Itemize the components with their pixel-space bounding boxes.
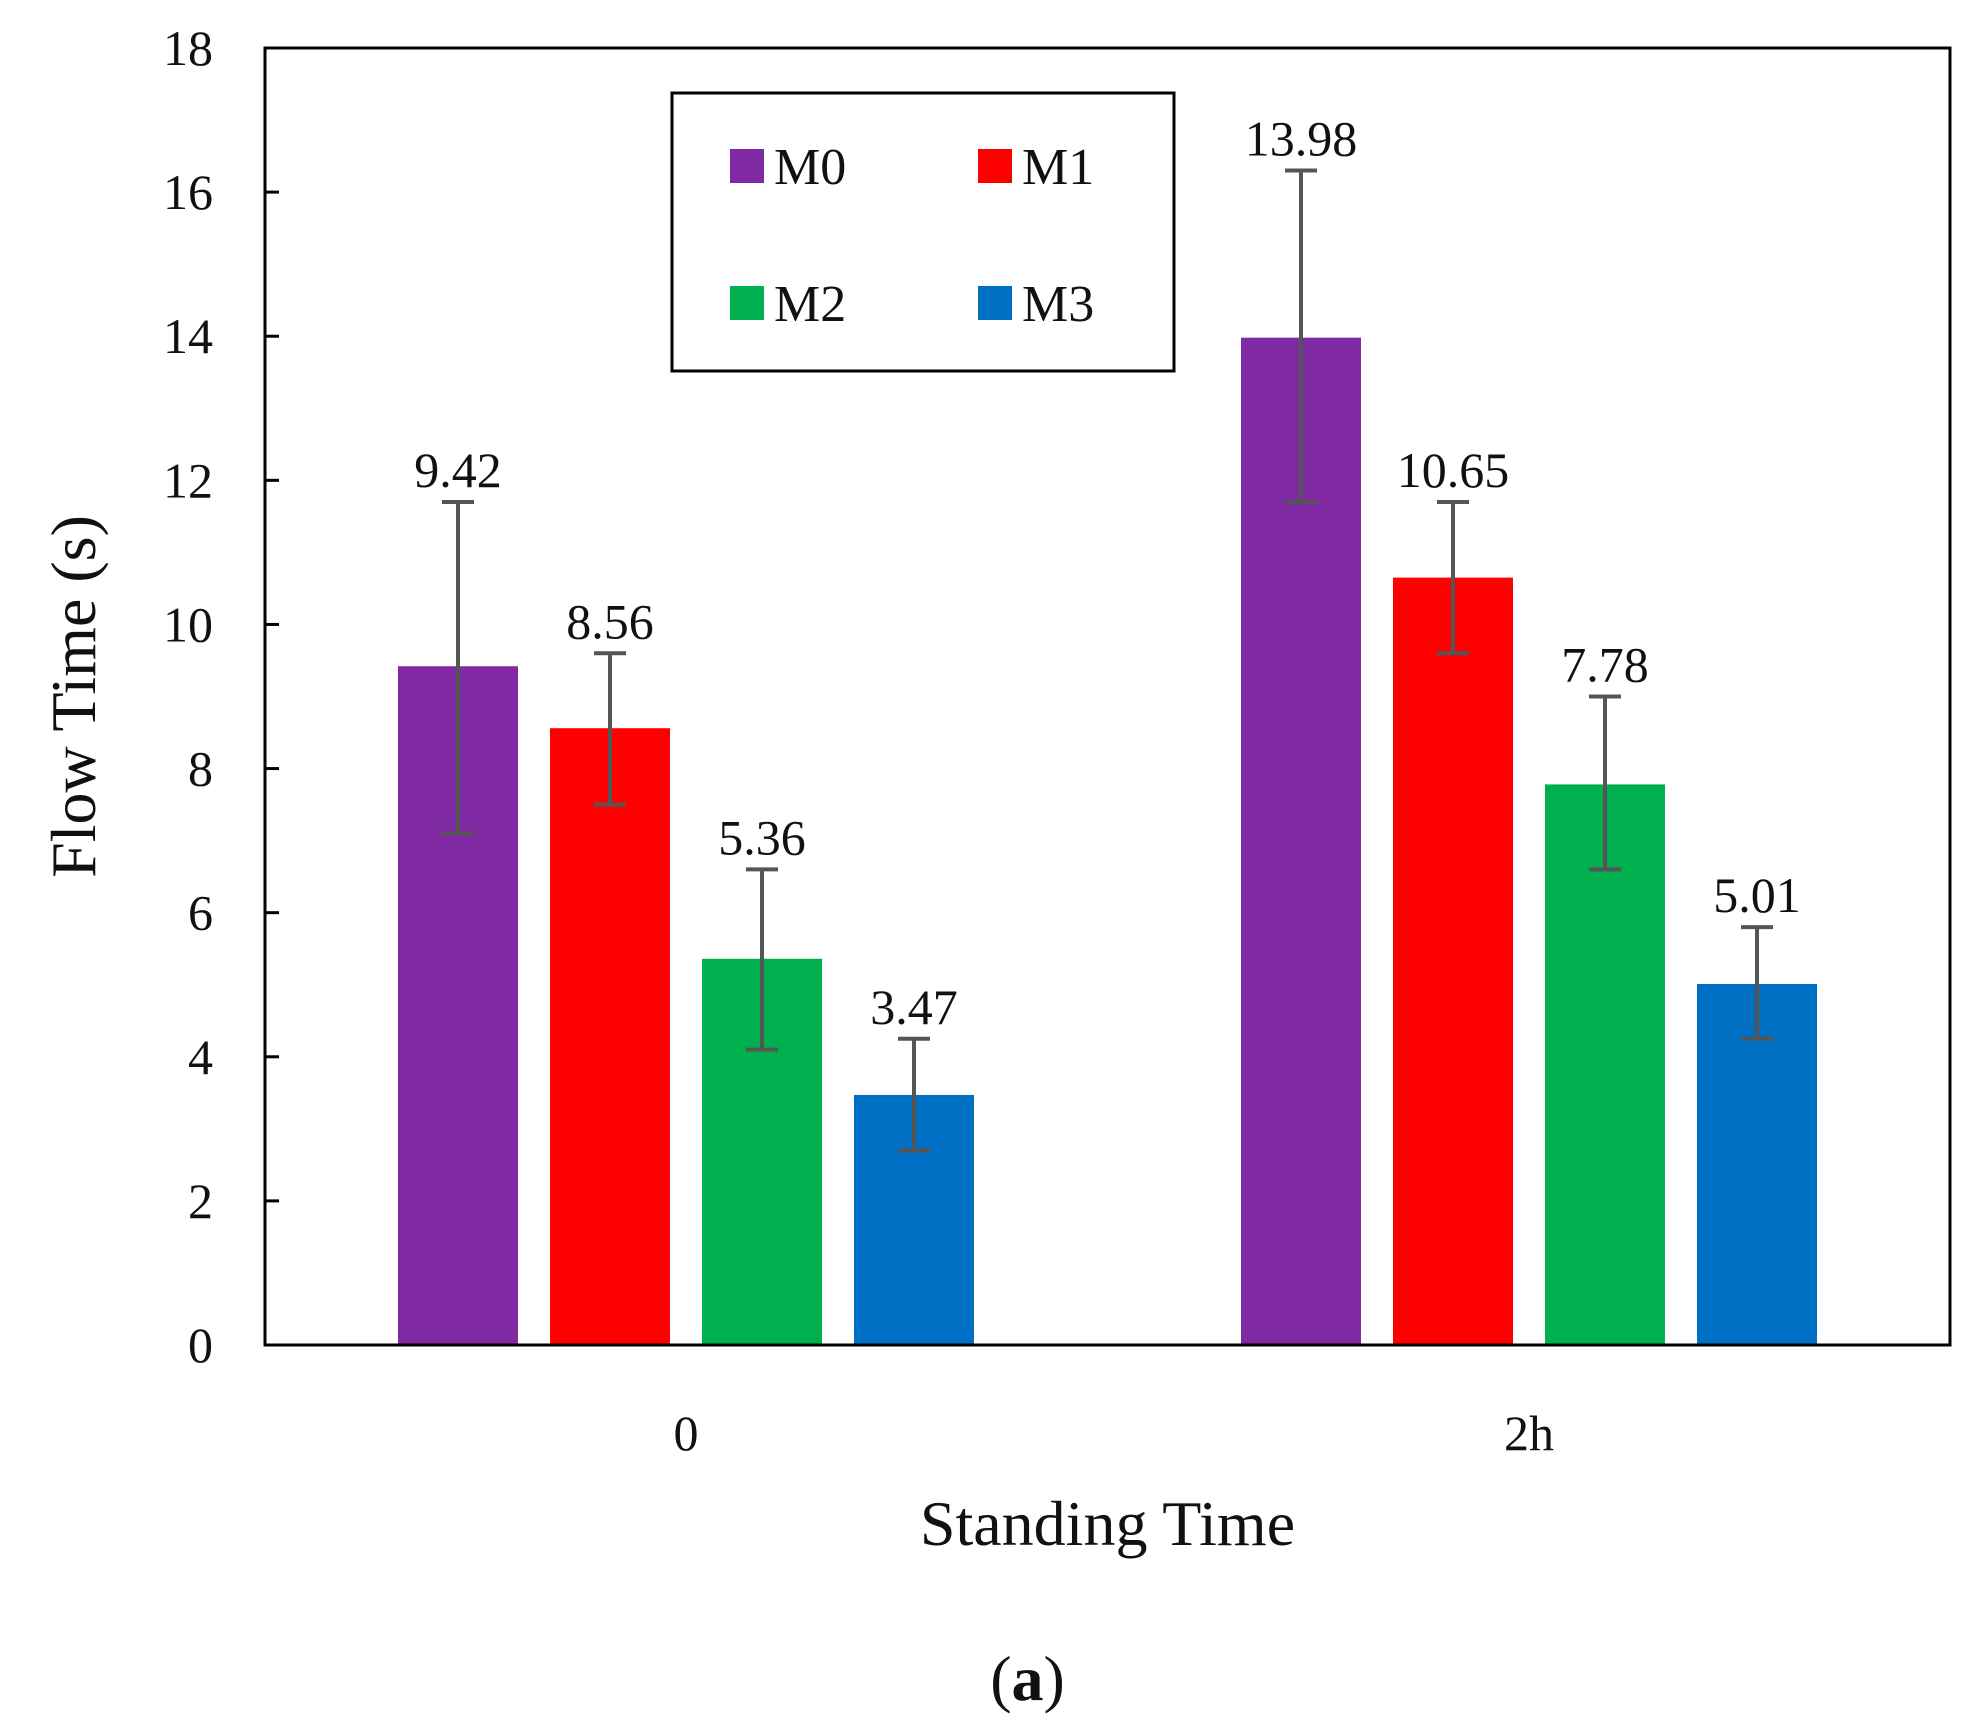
legend-label: M3 [1022,276,1094,333]
x-axis-title: Standing Time [920,1488,1295,1559]
caption-close-paren: ) [1044,1643,1065,1714]
caption-open-paren: ( [990,1643,1011,1714]
bars-layer [398,337,1817,1345]
bar [1545,784,1665,1345]
legend-label: M0 [774,139,846,196]
legend-swatch [730,149,764,183]
y-tick-label: 16 [163,164,213,220]
legend-swatch [978,286,1012,320]
data-labels-layer: 9.42 8.56 5.36 3.47 13.98 10.65 7.78 5.01 [414,110,1801,1034]
legend-label: M2 [774,276,846,333]
legend: M0 M1 M2 M3 [670,91,1176,373]
y-axis-title: Flow Time (s) [38,515,109,878]
y-tick-label: 8 [188,741,213,797]
legend-box [670,91,1176,373]
legend-label: M1 [1022,139,1094,196]
x-tick-label: 0 [674,1405,699,1461]
y-tick-label: 2 [188,1173,213,1229]
y-tick-label: 6 [188,885,213,941]
data-label: 9.42 [414,442,502,498]
x-tick-label: 2h [1504,1405,1554,1461]
error-bars-layer [442,168,1773,1153]
y-tick-label: 14 [163,308,213,364]
y-tick-label: 18 [163,20,213,76]
bar [1697,984,1817,1345]
data-label: 8.56 [566,593,654,649]
bar [550,728,670,1345]
data-label: 3.47 [870,979,958,1035]
legend-swatch [978,149,1012,183]
figure-caption: (a) [990,1643,1065,1714]
data-label: 5.01 [1713,867,1801,923]
y-tick-label: 10 [163,596,213,652]
legend-swatch [730,286,764,320]
caption-letter: a [1012,1643,1044,1714]
y-tick-label: 4 [188,1029,213,1085]
plot-area-frame [263,46,1952,1347]
y-tick-label: 0 [188,1317,213,1373]
y-tick-label: 12 [163,452,213,508]
x-axis-ticks: 0 2h [674,1405,1555,1461]
bar [1393,577,1513,1345]
data-label: 10.65 [1397,442,1510,498]
data-label: 5.36 [718,809,806,865]
bar [1241,337,1361,1345]
data-label: 13.98 [1245,110,1358,166]
y-axis-ticks: 0 2 4 6 8 10 12 14 16 18 [163,20,279,1373]
data-label: 7.78 [1561,637,1649,693]
